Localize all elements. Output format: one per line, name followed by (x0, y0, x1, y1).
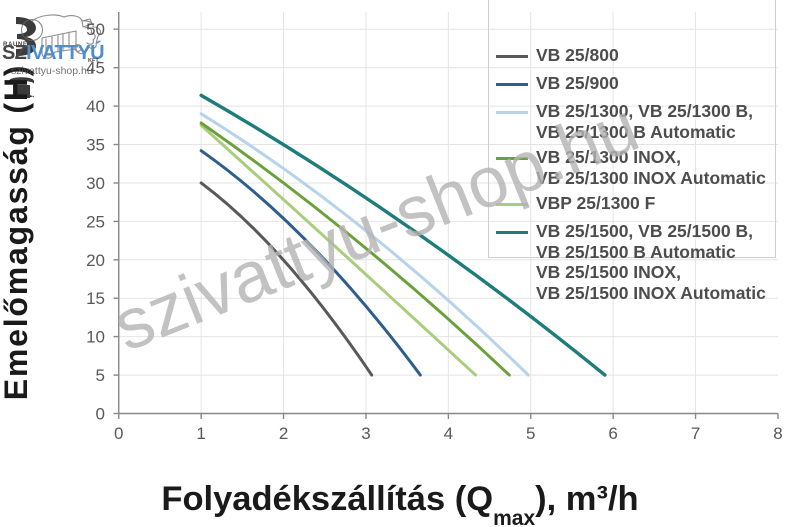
svg-text:4: 4 (444, 424, 453, 443)
svg-text:KFT.: KFT. (88, 58, 100, 64)
svg-text:5: 5 (96, 366, 105, 385)
svg-text:szivattyu-shop.hu: szivattyu-shop.hu (11, 65, 93, 77)
svg-text:20: 20 (86, 251, 105, 270)
svg-text:2: 2 (279, 424, 288, 443)
svg-text:35: 35 (86, 136, 105, 155)
svg-text:1: 1 (196, 424, 205, 443)
svg-text:25: 25 (86, 212, 105, 231)
svg-text:7: 7 (691, 424, 700, 443)
svg-text:0: 0 (114, 424, 123, 443)
svg-text:0: 0 (96, 405, 105, 424)
svg-text:10: 10 (86, 328, 105, 347)
svg-text:5: 5 (526, 424, 535, 443)
svg-text:3: 3 (361, 424, 370, 443)
svg-text:6: 6 (608, 424, 617, 443)
svg-text:8: 8 (773, 424, 782, 443)
svg-text:30: 30 (86, 174, 105, 193)
